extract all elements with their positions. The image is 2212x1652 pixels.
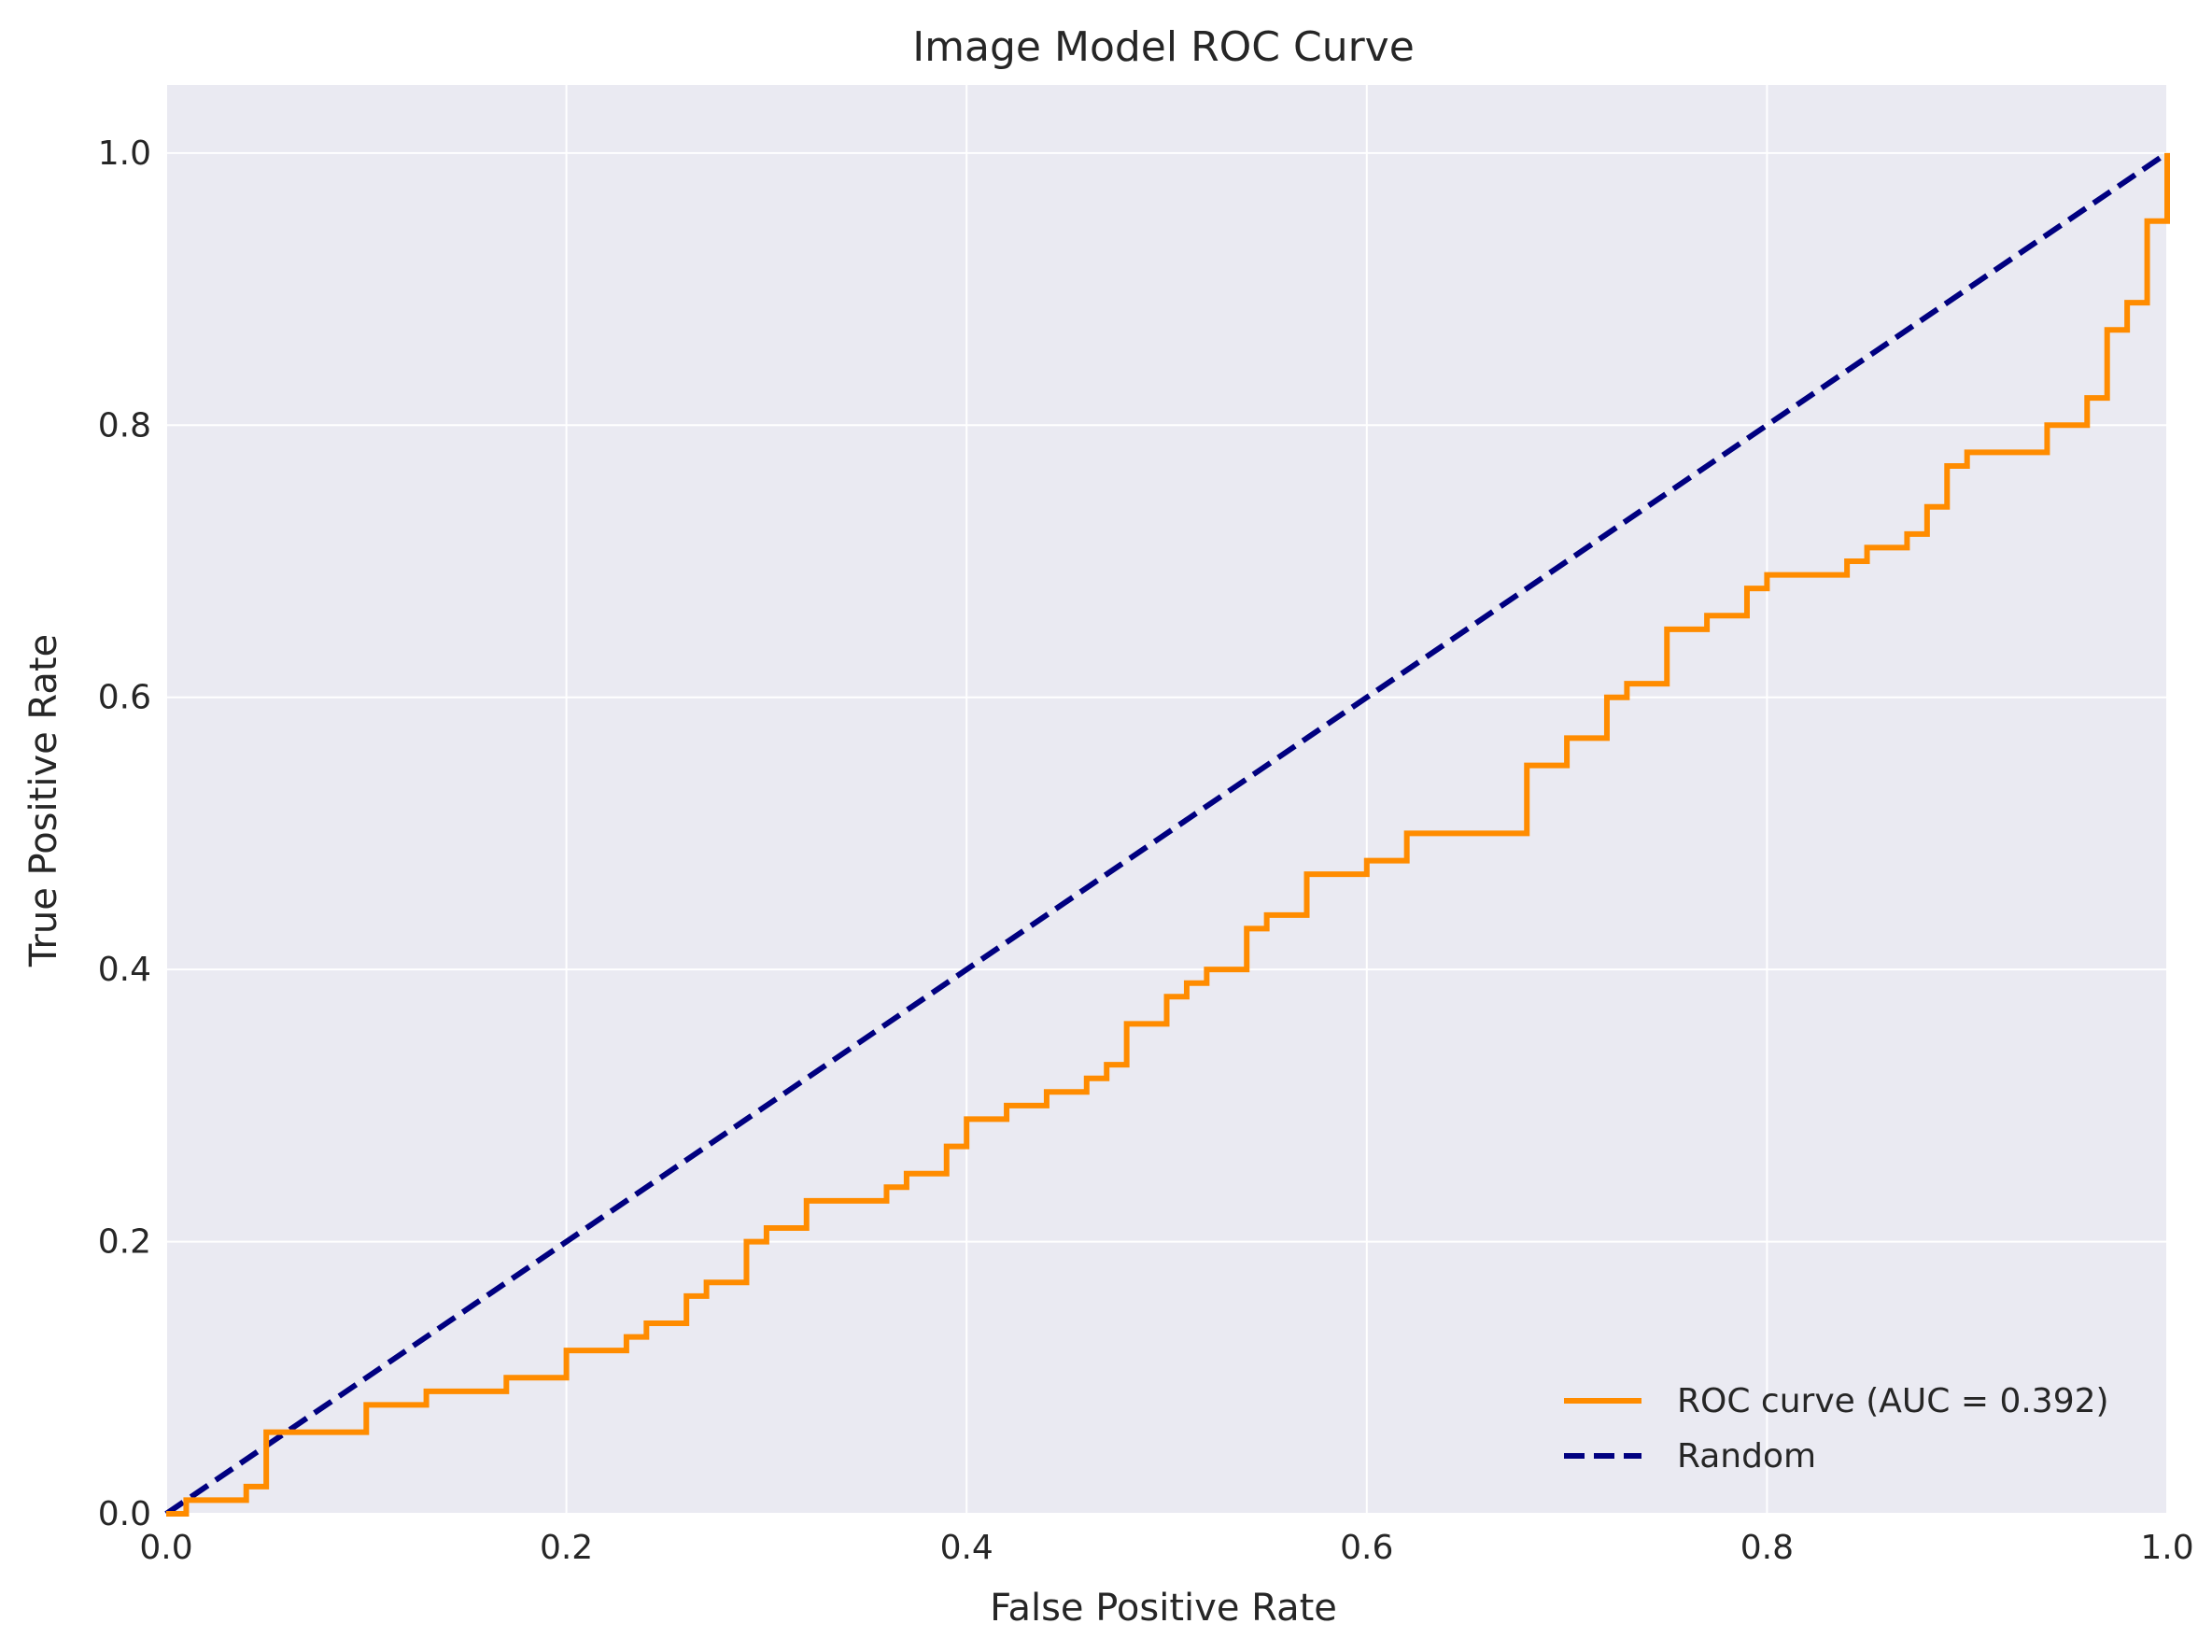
plot-area xyxy=(166,85,2167,1514)
x-tick-label: 0.8 xyxy=(1740,1529,1794,1567)
y-tick-label: 0.2 xyxy=(98,1223,151,1262)
random-baseline-line xyxy=(164,150,2169,1517)
y-axis-label: True Positive Rate xyxy=(22,634,65,967)
series-layer xyxy=(164,150,2170,1517)
y-tick-label: 0.0 xyxy=(98,1495,151,1533)
x-tick-label: 0.6 xyxy=(1340,1529,1393,1567)
legend-label-random: Random xyxy=(1677,1437,1816,1476)
x-tick-label: 0.4 xyxy=(940,1529,993,1567)
y-tick-label: 1.0 xyxy=(98,134,151,173)
y-tick-label: 0.4 xyxy=(98,951,151,989)
y-tick-label: 0.8 xyxy=(98,406,151,445)
legend-label-roc: ROC curve (AUC = 0.392) xyxy=(1677,1382,2109,1420)
y-tick-label: 0.6 xyxy=(98,679,151,717)
grid-lines xyxy=(165,85,2168,1515)
chart-title: Image Model ROC Curve xyxy=(912,23,1415,71)
x-tick-label: 0.2 xyxy=(540,1529,593,1567)
x-tick-label: 0.0 xyxy=(139,1529,192,1567)
x-tick-label: 1.0 xyxy=(2140,1529,2193,1567)
roc-curve-line xyxy=(166,152,2170,1517)
x-axis-label: False Positive Rate xyxy=(990,1587,1337,1630)
tick-labels: 0.0 0.2 0.4 0.6 0.8 1.0 0.0 0.2 0.4 0.6 0.8 1.0 xyxy=(98,134,2194,1567)
legend: ROC curve (AUC = 0.392) Random xyxy=(1564,1382,2109,1476)
